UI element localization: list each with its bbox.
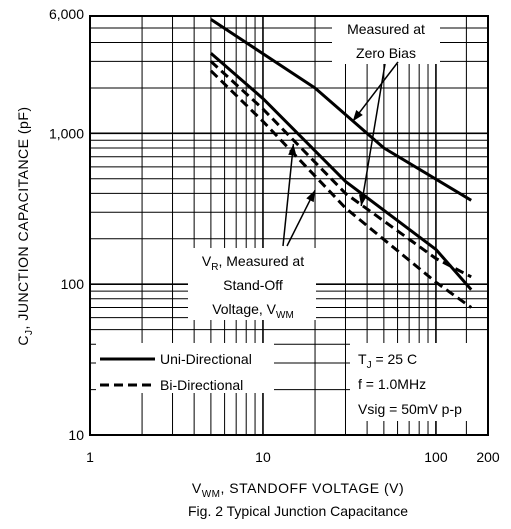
x-tick-label: 200 [476,449,500,465]
x-tick-label: 10 [255,449,271,465]
legend-background [96,343,274,393]
standoff-label-line1: VR, Measured at [202,253,304,273]
standoff-label-measured: , Measured at [218,253,304,269]
arrow-zero-bias-dashed-shaft [360,63,386,207]
x-axis-label-sub: WM [202,489,221,500]
arrow-standoff-solid-shaft [282,143,295,247]
condition-signal-voltage: Vsig = 50mV p-p [358,401,462,417]
standoff-label-r-sub: R [211,262,218,273]
legend-uni-directional-label: Uni-Directional [160,351,252,367]
condition-temperature-value: = 25 C [372,351,418,367]
standoff-label-line2: Stand-Off [223,277,283,293]
y-axis-label-sub: J [24,329,35,335]
x-tick-label: 1 [86,449,94,465]
y-tick-label: 10 [68,427,84,443]
x-axis-label: VWM, STANDOFF VOLTAGE (V) [192,480,404,500]
standoff-label-v: V [202,253,212,269]
condition-j-sub: J [367,360,372,371]
x-axis-label-rest: , STANDOFF VOLTAGE (V) [220,480,404,496]
arrow-zero-bias-solid-head [352,110,363,122]
standoff-label-line3: Voltage, VWM [212,301,294,321]
condition-frequency: f = 1.0MHz [358,376,426,392]
y-tick-label: 6,000 [49,6,84,22]
zero-bias-label-line2: Zero Bias [356,45,416,61]
condition-t: T [358,351,367,367]
standoff-label-wm-sub: WM [276,310,294,321]
plot-frame [89,15,489,436]
y-axis-label-rest: , JUNCTION CAPACITANCE (pF) [15,106,31,329]
y-tick-label: 1,000 [49,125,84,141]
curve-dashed-4 [209,69,473,309]
curve-solid-1 [210,18,472,202]
curve-solid-2 [209,52,473,291]
arrow-zero-bias-dashed-head [359,194,368,206]
standoff-label-background [188,248,316,320]
zero-bias-label-line1: Measured at [347,21,425,37]
y-axis-label: CJ, JUNCTION CAPACITANCE (pF) [15,106,35,345]
zero-bias-label-background [332,16,440,64]
arrow-zero-bias-solid-shaft [352,61,399,122]
standoff-label-voltage: Voltage, V [212,301,276,317]
curve-dashed-3 [209,60,472,279]
legend-bi-directional-label: Bi-Directional [160,377,243,393]
arrow-standoff-solid-head [288,144,297,156]
y-tick-label: 100 [61,276,85,292]
arrow-standoff-dashed-head [306,190,315,203]
annotation-arrows [282,61,399,247]
y-axis-label-c: C [15,335,31,346]
x-axis-label-v: V [192,480,202,496]
figure-caption: Fig. 2 Typical Junction Capacitance [188,503,408,519]
x-tick-label: 100 [424,449,448,465]
curve-layer [209,18,473,309]
condition-junction-temperature: TJ = 25 C [358,351,417,371]
conditions-background [350,343,488,421]
